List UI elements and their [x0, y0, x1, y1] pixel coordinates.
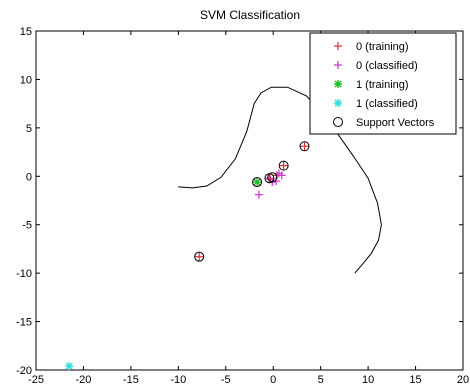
x-tick-label: -20 — [75, 374, 91, 386]
legend-label-1-training: 1 (training) — [356, 79, 409, 91]
series-1-classified — [65, 362, 74, 371]
point-0-training — [300, 142, 309, 151]
series-1-training — [253, 178, 262, 187]
chart-title: SVM Classification — [200, 8, 300, 22]
legend-label-0-training: 0 (training) — [356, 41, 409, 53]
point-support-vectors — [278, 160, 289, 171]
point-0-classified — [274, 169, 283, 178]
x-tick-label: 15 — [409, 374, 421, 386]
y-tick-label: 15 — [20, 26, 32, 38]
point-support-vectors — [252, 177, 263, 188]
y-tick-label: 0 — [26, 171, 32, 183]
legend-label-0-classified: 0 (classified) — [356, 60, 418, 72]
legend-marker-1-training — [334, 80, 342, 88]
y-tick-label: -15 — [16, 317, 32, 329]
point-support-vectors — [267, 172, 278, 183]
x-tick-label: 0 — [270, 374, 276, 386]
x-tick-label: 5 — [318, 374, 324, 386]
point-0-training — [195, 252, 204, 261]
x-tick-label: -15 — [123, 374, 139, 386]
y-tick-label: -10 — [16, 268, 32, 280]
legend-label-support-vectors: Support Vectors — [356, 117, 435, 129]
x-tick-label: -25 — [28, 374, 44, 386]
legend-marker-1-classified — [334, 99, 342, 107]
legend-marker-0-training — [334, 42, 342, 50]
legend: 0 (training) 0 (classified) 1 (training) 1 … — [309, 32, 457, 135]
y-tick-label: -20 — [16, 365, 32, 377]
point-1-training-d2 — [253, 178, 261, 186]
point-support-vectors — [194, 251, 205, 262]
legend-marker-0-classified — [334, 61, 342, 69]
legend-marker-1-classified-d2 — [334, 99, 342, 107]
point-1-classified — [65, 362, 74, 371]
x-tick-label: -5 — [221, 374, 231, 386]
point-0-training — [279, 161, 288, 170]
point-0-classified — [254, 190, 263, 199]
point-support-vectors — [299, 141, 310, 152]
series-support-vectors — [194, 141, 310, 262]
y-tick-label: -5 — [22, 220, 32, 232]
y-tick-label: 5 — [26, 123, 32, 135]
legend-marker-1-training-d2 — [334, 80, 342, 88]
decision-boundary — [178, 86, 382, 274]
y-tick-label: 10 — [20, 74, 32, 86]
x-tick-label: 10 — [362, 374, 374, 386]
legend-label-1-classified: 1 (classified) — [356, 98, 418, 110]
legend-marker-support-vectors — [333, 117, 343, 127]
x-tick-label: 20 — [457, 374, 469, 386]
x-tick-label: -10 — [170, 374, 186, 386]
point-1-training — [253, 178, 262, 187]
point-1-classified-d2 — [65, 362, 73, 370]
